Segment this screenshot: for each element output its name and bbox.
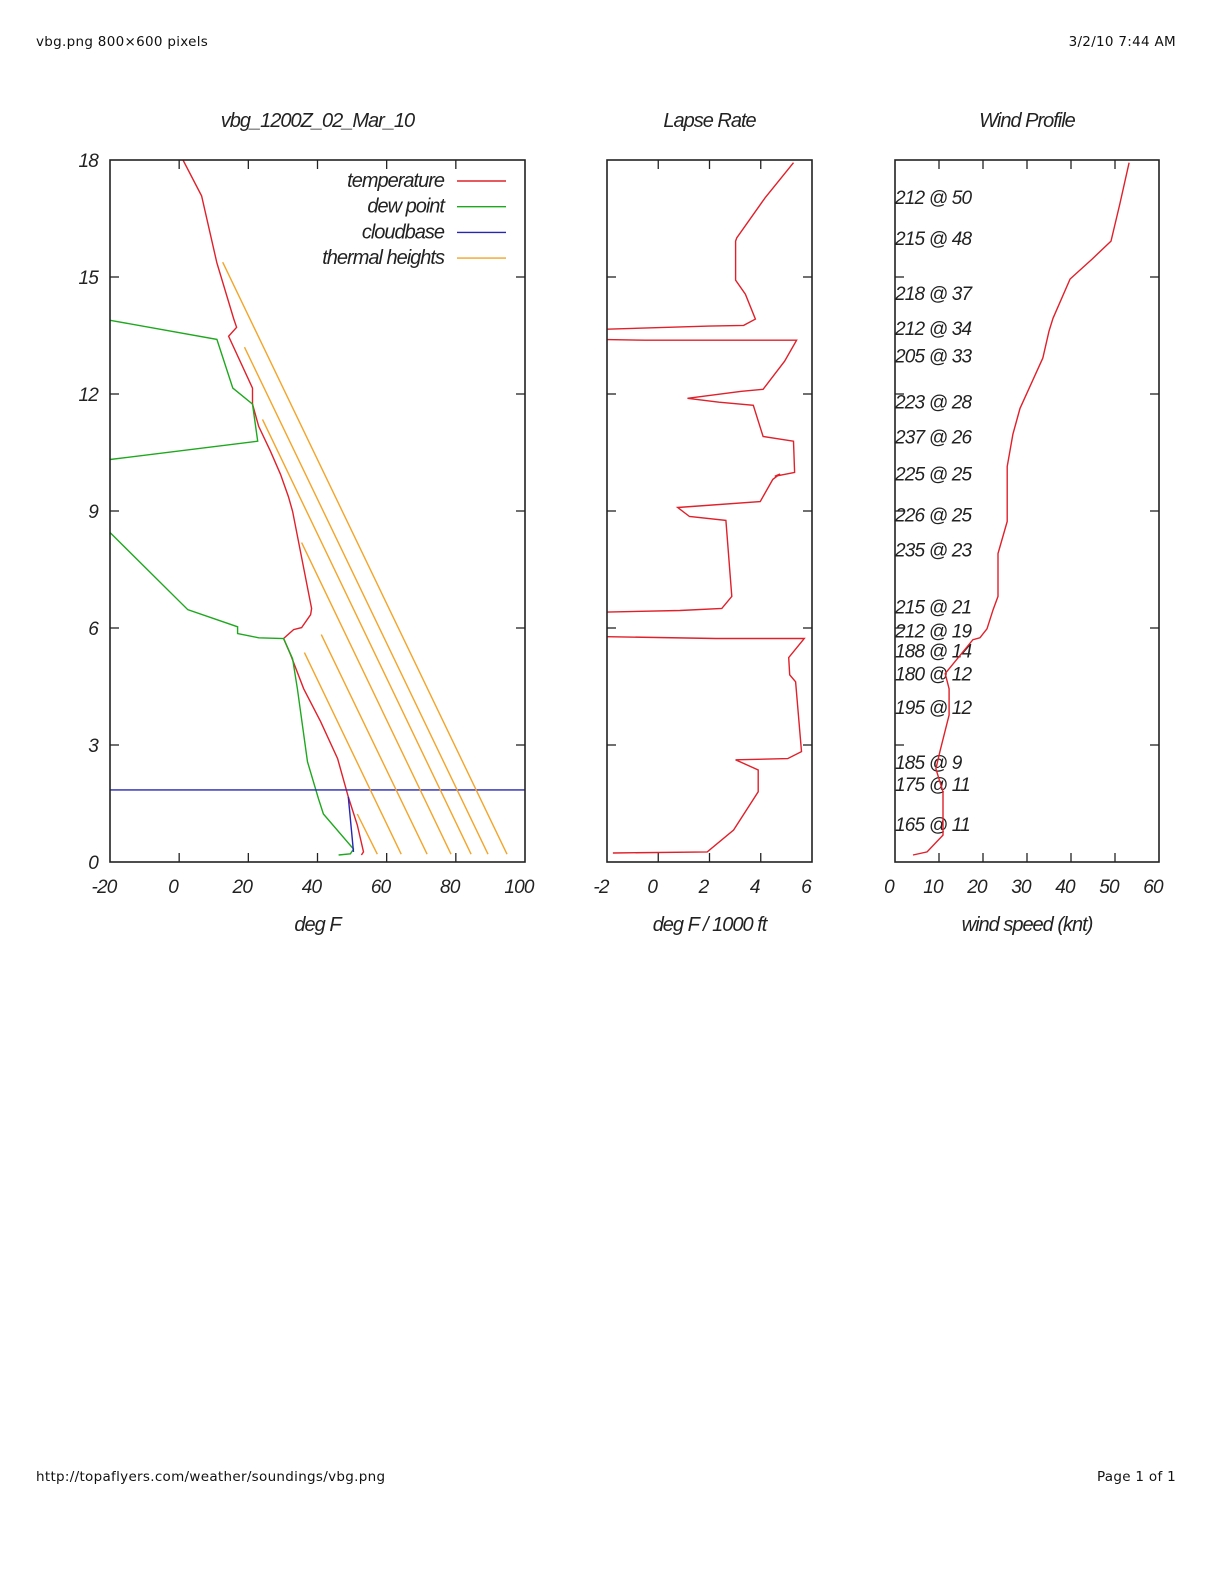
wind-direction-speed-label: 223 @ 28 bbox=[894, 392, 973, 413]
wind-direction-speed-label: 212 @ 50 bbox=[894, 188, 973, 209]
x-tick-label: 60 bbox=[1143, 877, 1164, 898]
y-tick-label: 0 bbox=[88, 853, 99, 874]
series-group bbox=[607, 162, 806, 854]
x-tick-label: -2 bbox=[593, 877, 610, 898]
y-tick-label: 6 bbox=[88, 619, 99, 640]
x-tick-label: 40 bbox=[302, 877, 323, 898]
wind-direction-speed-label: 175 @ 11 bbox=[895, 775, 970, 796]
wind-direction-speed-label: 225 @ 25 bbox=[894, 465, 973, 486]
print-header-date: 3/2/10 7:44 AM bbox=[1068, 34, 1176, 50]
wind-direction-speed-label: 212 @ 19 bbox=[894, 622, 973, 643]
legend: temperature dew point cloudbase thermal hei… bbox=[322, 170, 506, 269]
dew-point-line bbox=[110, 532, 355, 856]
temperature-line bbox=[182, 160, 365, 856]
plot-frame bbox=[894, 159, 1160, 863]
legend-label: temperature bbox=[347, 170, 445, 192]
wind-direction-speed-label: 235 @ 23 bbox=[894, 541, 973, 562]
x-axis-label: wind speed (knt) bbox=[962, 914, 1093, 936]
x-tick-label: 4 bbox=[750, 877, 760, 898]
wind-direction-speed-label: 205 @ 33 bbox=[894, 346, 973, 367]
wind-direction-speed-label: 188 @ 14 bbox=[895, 642, 972, 663]
chart-title: vbg_1200Z_02_Mar_10 bbox=[221, 110, 415, 132]
x-axis-label: deg F / 1000 ft bbox=[653, 914, 769, 936]
x-tick-label: 0 bbox=[647, 877, 658, 898]
print-footer-page: Page 1 of 1 bbox=[1096, 1469, 1176, 1485]
wind-direction-speed-label: 226 @ 25 bbox=[894, 506, 973, 527]
x-tick-label: 100 bbox=[504, 877, 535, 898]
y-tick-label: 3 bbox=[88, 736, 99, 757]
x-tick-label: 20 bbox=[966, 877, 988, 898]
wind-direction-speed-label: 195 @ 12 bbox=[895, 698, 973, 719]
thermal-heights-line bbox=[243, 346, 489, 855]
y-tick-label: 18 bbox=[78, 151, 99, 172]
x-tick-label: -20 bbox=[91, 877, 117, 898]
dew-point-line bbox=[110, 319, 259, 461]
x-tick-label: 20 bbox=[232, 877, 254, 898]
wind-direction-speed-label: 212 @ 34 bbox=[894, 319, 972, 340]
chart-2: Wind Profile wind speed (knt) 0 10 20 30 40 50 6… bbox=[884, 110, 1165, 936]
wind-direction-speed-label: 215 @ 21 bbox=[894, 598, 971, 619]
x-tick-label: 10 bbox=[923, 877, 944, 898]
x-tick-label: 0 bbox=[168, 877, 179, 898]
x-tick-label: 6 bbox=[801, 877, 812, 898]
wind-direction-speed-label: 218 @ 37 bbox=[894, 284, 974, 305]
thermal-heights-line bbox=[320, 634, 428, 855]
y-tick-label: 15 bbox=[78, 268, 99, 289]
wind-direction-speed-label: 237 @ 26 bbox=[894, 428, 973, 449]
y-tick-label: 12 bbox=[78, 385, 99, 406]
print-footer-url: http://topaflyers.com/weather/soundings/… bbox=[36, 1469, 386, 1485]
x-tick-label: 40 bbox=[1055, 877, 1076, 898]
x-tick-label: 60 bbox=[371, 877, 392, 898]
x-tick-label: 30 bbox=[1011, 877, 1032, 898]
plot-frame bbox=[606, 159, 813, 863]
wind-direction-speed-label: 180 @ 12 bbox=[895, 665, 973, 686]
wind-direction-speed-label: 165 @ 11 bbox=[895, 815, 970, 836]
thermal-heights-line bbox=[356, 813, 378, 855]
legend-label: cloudbase bbox=[362, 221, 445, 243]
x-axis-label: deg F bbox=[294, 914, 343, 936]
wind-direction-speed-label: 185 @ 9 bbox=[895, 753, 963, 774]
thermal-heights-line bbox=[303, 652, 402, 855]
wind-direction-speed-label: 215 @ 48 bbox=[894, 229, 973, 250]
legend-label: thermal heights bbox=[322, 247, 445, 269]
chart-title: Lapse Rate bbox=[663, 110, 756, 132]
y-tick-label: 9 bbox=[88, 502, 99, 523]
legend-label: dew point bbox=[367, 196, 446, 218]
print-header-filename: vbg.png 800×600 pixels bbox=[36, 34, 209, 50]
plot-frame bbox=[109, 159, 526, 863]
x-tick-label: 0 bbox=[884, 877, 895, 898]
thermal-heights-line bbox=[261, 419, 472, 855]
series-group bbox=[110, 160, 525, 856]
x-tick-label: 80 bbox=[440, 877, 461, 898]
series-group bbox=[912, 162, 1130, 856]
cloudbase-line bbox=[347, 796, 355, 852]
thermal-heights-line bbox=[222, 261, 508, 855]
wind-speed-line bbox=[912, 162, 1130, 856]
thermal-heights-line bbox=[300, 542, 452, 855]
x-tick-label: 2 bbox=[698, 877, 710, 898]
chart-1: Lapse Rate deg F / 1000 ft -2 0 2 4 6 bbox=[593, 110, 813, 936]
x-tick-label: 50 bbox=[1099, 877, 1120, 898]
chart-title: Wind Profile bbox=[979, 110, 1076, 132]
lapse-rate-line bbox=[607, 162, 806, 854]
